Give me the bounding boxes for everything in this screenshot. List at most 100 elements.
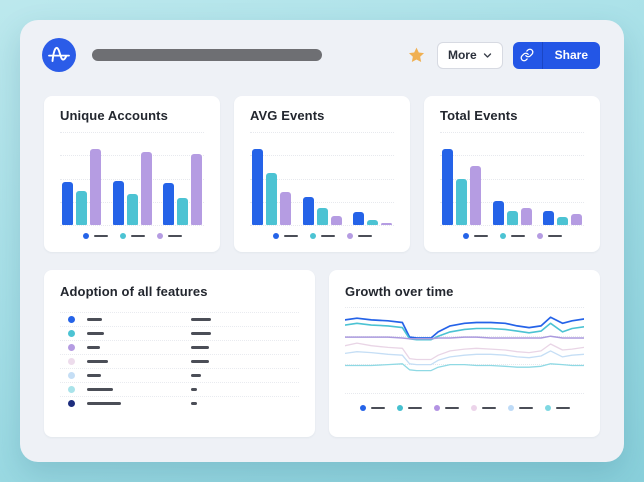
legend-item [507,405,533,411]
label-placeholder [87,402,121,405]
gridline [250,178,394,180]
bar [367,219,378,225]
list-item [60,312,299,326]
value-placeholder [191,332,211,335]
value-placeholder [191,346,209,349]
header-actions: More Share [407,41,600,69]
series-dot [68,372,75,379]
series-dot [68,400,75,407]
favorite-star-icon[interactable] [407,45,427,65]
bar [280,192,291,225]
legend-label-placeholder [547,234,562,238]
legend-item [433,405,459,411]
gridline [250,225,394,226]
gridline [440,132,584,133]
bars [250,132,394,225]
gridline [250,132,394,133]
legend-label-placeholder [357,234,372,238]
legend-item [359,405,385,411]
gridline [60,155,204,157]
list-item [60,396,299,410]
card-title: Growth over time [345,284,454,299]
line-series [345,350,584,366]
legend-label-placeholder [320,234,335,238]
bar-group [252,149,291,225]
series-dot [346,233,353,239]
bar-group [543,211,582,225]
series-dot [396,405,403,411]
legend-label-placeholder [510,234,525,238]
gridline [440,225,584,226]
chart-legend [250,233,394,239]
bar [492,200,504,225]
card-title: AVG Events [250,108,325,123]
legend-item [82,233,108,239]
value-cell [191,374,299,377]
share-button[interactable]: Share [512,41,600,69]
series-dot [68,316,75,323]
header: More Share [20,20,624,72]
chart-legend [60,233,204,239]
series-dot [462,233,469,239]
legend-item [346,233,372,239]
bar-chart [250,132,394,226]
bar [381,222,392,225]
line-series [345,316,584,339]
legend-label-placeholder [93,234,108,238]
bar-group [492,200,532,225]
legend-label-placeholder [444,406,459,410]
series-dot [68,386,75,393]
series-dot [68,358,75,365]
bar-charts-row: Unique Accounts AVG Events Total Events [44,96,600,252]
value-placeholder [191,402,197,405]
label-placeholder [87,346,100,349]
bar [456,179,467,225]
value-cell [191,388,299,391]
legend-label-placeholder [481,406,496,410]
line-series [345,363,584,372]
link-icon[interactable] [513,41,543,69]
title-placeholder-bar [92,49,322,61]
legend-item [396,405,422,411]
total-events-card: Total Events [424,96,600,252]
card-title: Adoption of all features [60,284,208,299]
legend-item [156,233,182,239]
gridline [345,393,584,394]
list-item [60,354,299,368]
line-series [345,342,584,361]
series-dot [507,405,514,411]
gridline [345,335,584,337]
legend-label-placeholder [283,234,298,238]
series-dot [536,233,543,239]
legend-item [272,233,298,239]
bar [252,149,263,225]
bar [506,211,518,225]
value-placeholder [191,360,209,363]
legend-item [309,233,335,239]
legend-item [536,233,562,239]
legend-label-placeholder [130,234,145,238]
line-series [345,335,584,340]
gridline [440,201,584,203]
series-dot [433,405,440,411]
value-placeholder [191,374,201,377]
more-button[interactable]: More [436,41,503,69]
gridline [250,155,394,157]
gridline [250,201,394,203]
series-dot [68,330,75,337]
label-placeholder [87,360,108,363]
series-dot [470,405,477,411]
list-item [60,368,299,382]
gridline [440,178,584,180]
value-cell [191,360,299,363]
bar-group [442,149,481,225]
list-item [60,340,299,354]
bottom-row: Adoption of all features Growth over tim… [44,270,600,437]
legend-label-placeholder [555,406,570,410]
gridline [440,155,584,157]
chart-legend [345,405,584,411]
bars [60,132,204,225]
bar [126,193,138,225]
bar [90,149,101,225]
